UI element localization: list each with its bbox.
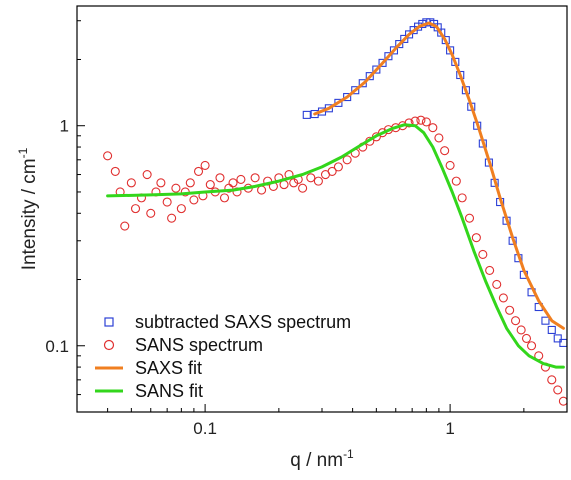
sans-spectrum-point — [250, 173, 260, 183]
sans-spectrum-point — [167, 213, 177, 223]
sans-spectrum-point — [189, 195, 199, 205]
subtracted-saxs-spectrum-point — [343, 92, 352, 102]
legend-sans-spectrum-label: SANS spectrum — [135, 335, 263, 355]
sans-spectrum-point — [485, 265, 495, 275]
sans-fit-line — [106, 123, 565, 369]
sans-spectrum-point — [492, 279, 502, 289]
sans-spectrum-point — [498, 293, 508, 303]
y-tick-label: 1 — [60, 117, 69, 136]
x-tick-label: 0.1 — [193, 419, 217, 438]
subtracted-saxs-spectrum-point — [365, 72, 374, 81]
sans-spectrum-point — [130, 204, 141, 214]
legend: subtracted SAXS spectrum SANS spectrum SAX… — [95, 312, 351, 401]
sans-spectrum-point — [219, 193, 230, 203]
subtracted-saxs-spectrum-point — [389, 46, 399, 55]
subtracted-saxs-spectrum-point — [358, 79, 367, 88]
sans-spectrum-point — [416, 115, 426, 125]
sans-spectrum-point — [110, 166, 120, 176]
sans-spectrum-point — [558, 396, 567, 406]
sans-spectrum-point — [215, 173, 225, 183]
sans-spectrum-point — [156, 178, 166, 188]
sans-spectrum-point — [434, 133, 444, 143]
sans-spectrum-point — [327, 166, 337, 176]
sans-spectrum-point — [404, 118, 414, 128]
sans-spectrum-point — [185, 178, 195, 188]
sans-spectrum-point — [505, 305, 515, 315]
subtracted-saxs-spectrum-point — [372, 65, 381, 74]
sans-spectrum-point — [289, 178, 299, 188]
sans-spectrum-point — [120, 221, 130, 231]
sans-spectrum-point — [126, 178, 136, 188]
sans-spectrum-point — [451, 176, 461, 186]
sans-spectrum-point — [298, 183, 308, 193]
subtracted-saxs-spectrum-point — [395, 40, 404, 49]
subtracted-saxs-spectrum-point — [384, 52, 393, 61]
y-axis-title: Intensity / cm-1 — [16, 147, 40, 270]
x-axis-title: q / nm-1 — [290, 447, 354, 471]
sans-spectrum-point — [171, 183, 181, 193]
subtracted-saxs-spectrum-point — [351, 86, 360, 95]
sans-spectrum-point — [306, 173, 316, 183]
sans-spectrum-point — [471, 233, 481, 243]
sans-spectrum-point — [478, 249, 488, 259]
subtracted-saxs-spectrum-point — [553, 334, 562, 343]
y-tick-label: 0.1 — [45, 337, 69, 356]
sans-spectrum-point — [228, 178, 238, 188]
subtracted-saxs-spectrum-point — [405, 30, 414, 39]
sans-spectrum-point — [421, 117, 431, 127]
subtracted-saxs-spectrum-point — [378, 58, 387, 67]
sans-spectrum-point — [464, 213, 475, 223]
x-axis: 0.1 1 — [76, 404, 568, 438]
legend-sans-spectrum-swatch — [103, 339, 115, 351]
sans-spectrum-point — [521, 333, 532, 343]
sans-spectrum-point — [445, 160, 455, 170]
sans-spectrum-point — [146, 208, 156, 218]
legend-saxs-fit-label: SAXS fit — [135, 358, 202, 378]
sans-spectrum-point — [142, 169, 152, 180]
legend-subtracted-saxs-spectrum-swatch — [104, 317, 114, 327]
legend-sans-fit-label: SANS fit — [135, 381, 203, 401]
sans-spectrum-point — [176, 204, 186, 214]
sans-spectrum-point — [428, 123, 438, 133]
sans-spectrum-point — [333, 162, 343, 172]
sans-spectrum-point — [547, 375, 557, 385]
y-axis-title-superscript: -1 — [16, 147, 30, 158]
sans-spectrum-point — [205, 180, 215, 190]
sans-spectrum-point — [103, 151, 113, 161]
sans-spectrum-point — [457, 193, 467, 203]
y-axis: 0.11 — [45, 20, 85, 413]
sans-spectrum-point — [236, 174, 246, 184]
sans-spectrum-point — [193, 166, 204, 176]
subtracted-saxs-spectrum-point — [541, 316, 550, 325]
subtracted-saxs-spectrum-point — [302, 110, 311, 119]
subtracted-saxs-spectrum-point — [547, 325, 556, 334]
legend-subtracted-saxs-spectrum-label: subtracted SAXS spectrum — [135, 312, 351, 332]
sans-spectrum-point — [553, 385, 563, 395]
sans-spectrum-point — [527, 341, 537, 351]
saxs-fit-line — [313, 21, 565, 330]
x-axis-title-superscript: -1 — [343, 447, 354, 461]
plot-area — [103, 18, 567, 406]
sans-spectrum-point — [313, 176, 323, 186]
x-tick-label: 1 — [445, 419, 454, 438]
sans-spectrum-point — [257, 185, 267, 195]
sans-spectrum-point — [162, 197, 172, 207]
sans-spectrum-point — [342, 155, 352, 165]
sans-spectrum-point — [511, 316, 521, 326]
sans-spectrum-point — [440, 146, 450, 156]
subtracted-saxs-spectrum-point — [400, 34, 409, 43]
sans-spectrum-point — [200, 160, 210, 170]
sans-spectrum-point — [516, 325, 526, 335]
